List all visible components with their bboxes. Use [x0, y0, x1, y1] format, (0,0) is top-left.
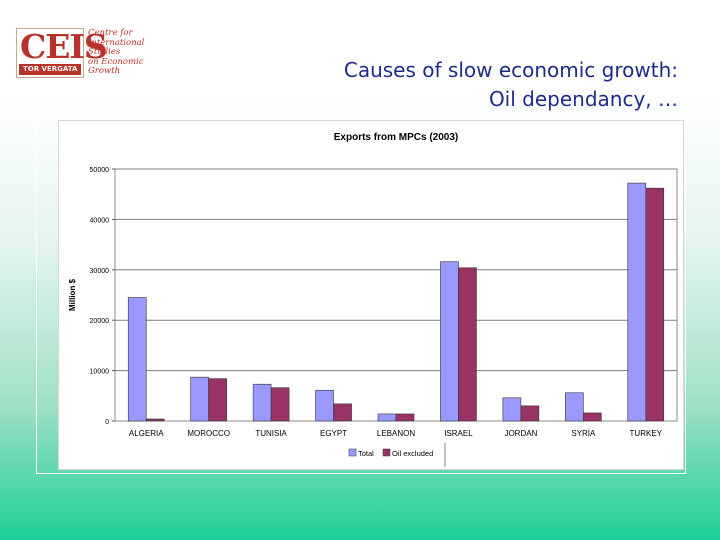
- logo-mark: CEIS TOR VERGATA: [16, 28, 108, 78]
- bar-total: [627, 182, 647, 422]
- bar-total: [252, 383, 272, 422]
- chart-title: Exports from MPCs (2003): [334, 132, 458, 143]
- logo-letters: CEIS: [20, 27, 108, 66]
- x-tick-label: ALGERIA: [129, 429, 164, 438]
- bar-total: [190, 376, 209, 422]
- x-tick-label: MOROCCO: [187, 429, 230, 438]
- y-tick-label: 50000: [90, 167, 110, 174]
- x-tick-label: ISRAEL: [444, 429, 473, 438]
- legend-swatch-total: [348, 448, 357, 457]
- logo-text-line: Centre for: [88, 28, 133, 38]
- ceis-logo: CEIS TOR VERGATA Centre for Internationa…: [16, 28, 146, 82]
- y-tick-label: 30000: [90, 268, 110, 275]
- x-tick-label: JORDAN: [504, 429, 537, 438]
- x-tick-label: EGYPT: [320, 429, 347, 438]
- slide-title-line1: Causes of slow economic growth:: [343, 58, 678, 82]
- slide-title-line2: Oil dependancy, …: [488, 87, 678, 111]
- logo-text-line: Growth: [88, 66, 121, 76]
- chart-frame: [36, 112, 686, 474]
- bar-oil-excluded: [208, 378, 227, 422]
- bar-total: [565, 392, 584, 422]
- logo-band: TOR VERGATA: [19, 64, 81, 75]
- x-tick-label: TURKEY: [630, 429, 663, 438]
- chart-panel: Exports from MPCs (2003) 0 10000 20000 30000…: [58, 120, 684, 470]
- bar-oil-excluded: [520, 405, 540, 422]
- slide-title: Causes of slow economic growth: Oil depe…: [344, 56, 678, 114]
- x-tick-label: SYRIA: [571, 429, 596, 438]
- bar-oil-excluded: [583, 412, 602, 422]
- exports-bar-chart: Exports from MPCs (2003) 0 10000 20000 30000…: [68, 132, 678, 467]
- bar-oil-excluded: [270, 387, 290, 422]
- logo-text-line: Studies: [88, 47, 121, 57]
- bar-oil-excluded: [395, 413, 415, 422]
- legend-swatch-oil-excluded: [382, 448, 391, 457]
- bar-oil-excluded: [645, 187, 665, 422]
- bar-total: [502, 397, 522, 422]
- logo-text: Centre for International Studies on Econ…: [88, 28, 150, 77]
- y-tick-label: 0: [105, 419, 109, 426]
- legend-label: Total: [358, 449, 374, 458]
- bar-total: [127, 297, 147, 422]
- y-tick-label: 10000: [90, 369, 110, 376]
- x-tick-label: TUNISIA: [255, 429, 287, 438]
- legend-label: Oil excluded: [392, 449, 433, 458]
- x-tick-label: LEBANON: [377, 429, 415, 438]
- bar-total: [315, 389, 334, 422]
- bar-oil-excluded: [333, 403, 352, 422]
- bar-total: [440, 261, 459, 422]
- bar-total: [377, 413, 397, 422]
- y-tick-label: 20000: [90, 318, 110, 325]
- bar-oil-excluded: [145, 418, 165, 422]
- y-tick-label: 40000: [90, 217, 110, 224]
- y-axis-label: Million $: [68, 278, 77, 311]
- logo-text-line: International: [88, 37, 145, 48]
- logo-text-line: on Economic: [88, 56, 144, 67]
- bar-oil-excluded: [458, 267, 477, 422]
